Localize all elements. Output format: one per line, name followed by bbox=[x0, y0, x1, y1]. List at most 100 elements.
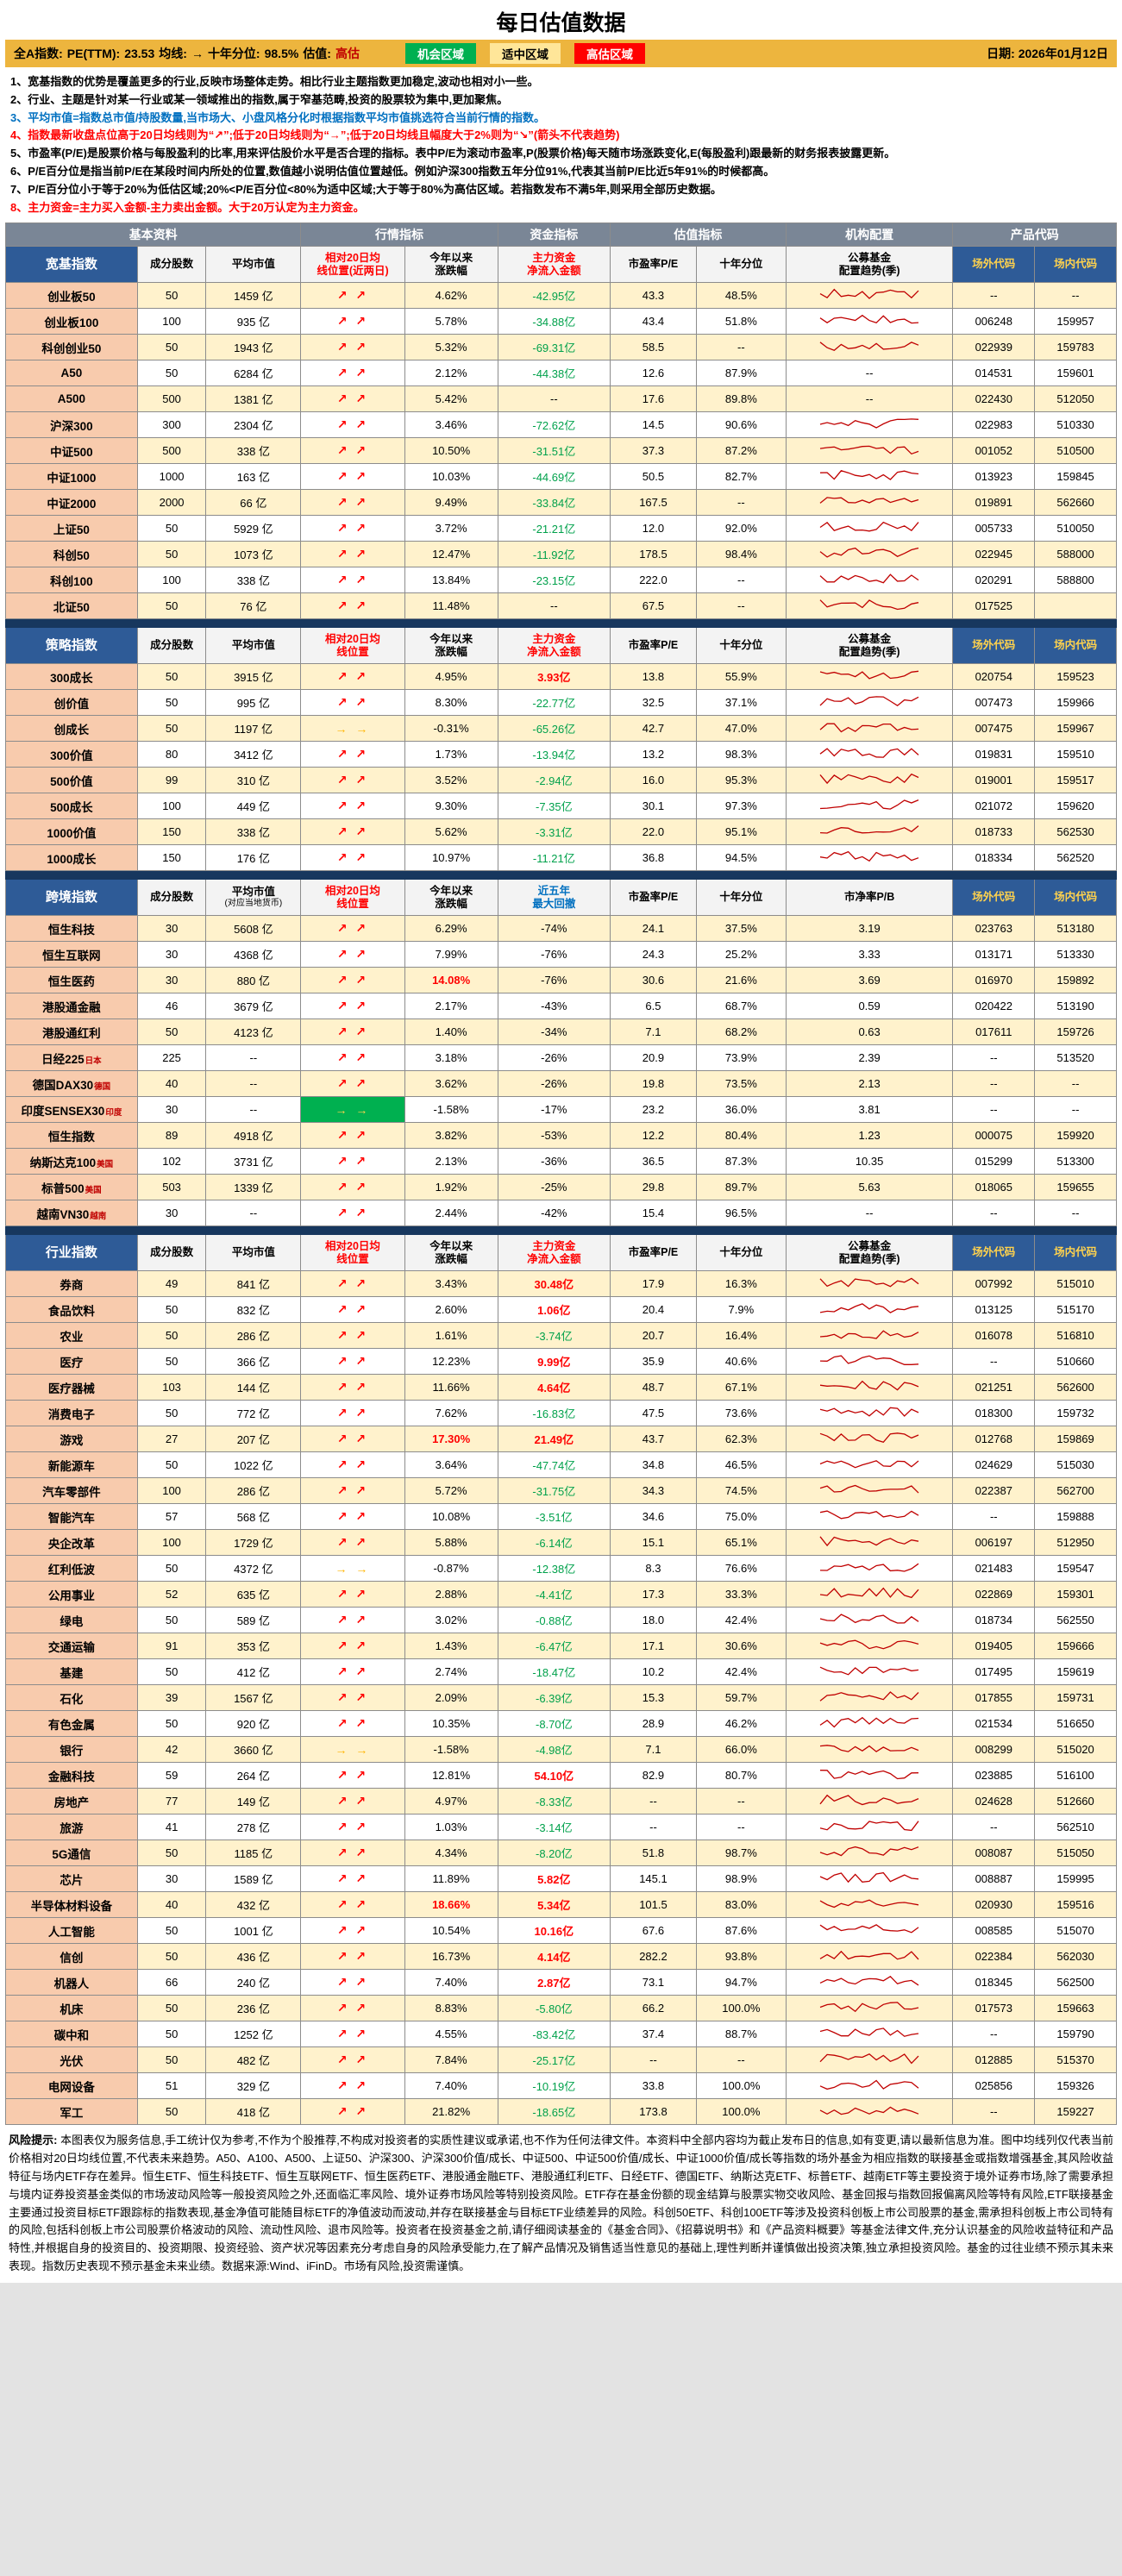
ten-year-percentile: 98.9% bbox=[695, 1865, 787, 1893]
column-header: 成分股数 bbox=[136, 627, 207, 665]
exchange-code: 515010 bbox=[1034, 1270, 1117, 1298]
constituent-count: 50 bbox=[136, 515, 207, 542]
avg-market-cap: 366 亿 bbox=[205, 1348, 302, 1376]
ten-year-percentile: 80.4% bbox=[695, 1122, 787, 1150]
trend-sparkline bbox=[820, 851, 919, 862]
ten-year-percentile: 83.0% bbox=[695, 1891, 787, 1919]
column-header: 场外代码 bbox=[952, 627, 1036, 665]
pe-ratio: 36.8 bbox=[610, 844, 697, 872]
pe-ratio: 15.1 bbox=[610, 1529, 697, 1557]
ma-position-arrows: ↗ ↗ bbox=[300, 741, 405, 768]
constituent-count: 39 bbox=[136, 1684, 207, 1712]
otc-code: -- bbox=[952, 1070, 1036, 1098]
table-row: 恒生互联网 30 4368 亿 ↗ ↗ 7.99% -76% 24.3 25.2% 3.33 01… bbox=[5, 941, 1117, 968]
risk-disclaimer: 风险提示: 本图表仅为服务信息,手工统计仅为参考,不作为个股推荐,不构成对投资者… bbox=[9, 2132, 1113, 2275]
table-row: 金融科技 59 264 亿 ↗ ↗ 12.81% 54.10亿 82.9 80.7% 02388… bbox=[5, 1762, 1117, 1789]
date-label: 日期: bbox=[987, 47, 1015, 60]
otc-code: 025856 bbox=[952, 2072, 1036, 2100]
constituent-count: 500 bbox=[136, 385, 207, 413]
index-name: 半导体材料设备 bbox=[5, 1891, 138, 1919]
constituent-count: 225 bbox=[136, 1044, 207, 1072]
avg-market-cap: 1729 亿 bbox=[205, 1529, 302, 1557]
constituent-count: 50 bbox=[136, 2098, 207, 2126]
fund-allocation-trend bbox=[785, 489, 954, 517]
ten-year-percentile: 68.2% bbox=[695, 1018, 787, 1046]
main-capital-flow: -13.94亿 bbox=[497, 741, 611, 768]
main-capital-flow: -6.47亿 bbox=[497, 1633, 611, 1660]
exchange-code: 159957 bbox=[1034, 308, 1117, 335]
column-header: 今年以来 涨跌幅 bbox=[404, 879, 498, 917]
trend-sparkline bbox=[819, 723, 919, 733]
pe-ratio: 32.5 bbox=[610, 689, 697, 717]
constituent-count: 80 bbox=[136, 741, 207, 768]
fund-allocation-trend bbox=[785, 1503, 954, 1531]
main-capital-flow: -11.92亿 bbox=[497, 541, 611, 568]
table-row: 芯片 30 1589 亿 ↗ ↗ 11.89% 5.82亿 145.1 98.9% 008887… bbox=[5, 1865, 1117, 1893]
constituent-count: 103 bbox=[136, 1374, 207, 1401]
index-name: 银行 bbox=[5, 1736, 138, 1764]
main-capital-flow: -7.35亿 bbox=[497, 793, 611, 820]
otc-code: 019831 bbox=[952, 741, 1036, 768]
fund-allocation-trend bbox=[785, 1969, 954, 1996]
index-name: 标普500美国 bbox=[5, 1174, 138, 1201]
trend-sparkline bbox=[819, 1795, 919, 1806]
ytd-change: 1.40% bbox=[404, 1018, 498, 1046]
table-row: A50 50 6284 亿 ↗ ↗ 2.12% -44.38亿 12.6 87.9% -- 014… bbox=[5, 360, 1117, 387]
avg-market-cap: 5929 亿 bbox=[205, 515, 302, 542]
constituent-count: 30 bbox=[136, 967, 207, 994]
ten-year-percentile: -- bbox=[695, 1814, 787, 1841]
pe-ratio: 18.0 bbox=[610, 1607, 697, 1634]
fund-allocation-trend bbox=[785, 1943, 954, 1971]
pe-ratio: 20.9 bbox=[610, 1044, 697, 1072]
index-name: 人工智能 bbox=[5, 1917, 138, 1945]
table-row: 半导体材料设备 40 432 亿 ↗ ↗ 18.66% 5.34亿 101.5 83.0% 02… bbox=[5, 1891, 1117, 1919]
main-capital-flow: -8.70亿 bbox=[497, 1710, 611, 1738]
avg-market-cap: 568 亿 bbox=[205, 1503, 302, 1531]
otc-code: 007992 bbox=[952, 1270, 1036, 1298]
ten-year-percentile: 68.7% bbox=[695, 993, 787, 1020]
trend-sparkline bbox=[820, 825, 919, 835]
otc-code: 022939 bbox=[952, 334, 1036, 361]
main-capital-flow: -3.31亿 bbox=[497, 818, 611, 846]
constituent-count: 50 bbox=[136, 1917, 207, 1945]
pe-ratio: 13.2 bbox=[610, 741, 697, 768]
main-capital-flow: 9.99亿 bbox=[497, 1348, 611, 1376]
avg-market-cap: 338 亿 bbox=[205, 567, 302, 594]
table-row: 科创50 50 1073 亿 ↗ ↗ 12.47% -11.92亿 178.5 98.4% 02… bbox=[5, 541, 1117, 568]
pe-ratio: 43.4 bbox=[610, 308, 697, 335]
trend-sparkline bbox=[819, 418, 919, 429]
section-separator bbox=[5, 1225, 1117, 1236]
ma-position-arrows: ↗ ↗ bbox=[300, 1633, 405, 1660]
fund-allocation-trend bbox=[785, 1762, 954, 1789]
exchange-code: 513180 bbox=[1034, 915, 1117, 943]
main-capital-flow: 10.16亿 bbox=[497, 1917, 611, 1945]
index-name: 德国DAX30德国 bbox=[5, 1070, 138, 1098]
index-name: 消费电子 bbox=[5, 1400, 138, 1427]
avg-market-cap: 3412 亿 bbox=[205, 741, 302, 768]
otc-code: -- bbox=[952, 1200, 1036, 1227]
index-name: 央企改革 bbox=[5, 1529, 138, 1557]
ma-position-arrows: ↗ ↗ bbox=[300, 1814, 405, 1841]
table-row: 智能汽车 57 568 亿 ↗ ↗ 10.08% -3.51亿 34.6 75.0% -- 159… bbox=[5, 1503, 1117, 1531]
pe-ratio: 67.6 bbox=[610, 1917, 697, 1945]
fund-allocation-trend bbox=[785, 515, 954, 542]
avg-market-cap: 920 亿 bbox=[205, 1710, 302, 1738]
fund-allocation-trend bbox=[785, 1555, 954, 1583]
ma-position-arrows: ↗ ↗ bbox=[300, 592, 405, 620]
pe-ratio: 17.9 bbox=[610, 1270, 697, 1298]
section-separator bbox=[5, 870, 1117, 881]
constituent-count: 30 bbox=[136, 915, 207, 943]
trend-sparkline bbox=[820, 1564, 919, 1573]
ytd-change: 14.08% bbox=[404, 967, 498, 994]
trend-sparkline bbox=[819, 696, 919, 707]
otc-code: 023885 bbox=[952, 1762, 1036, 1789]
fund-allocation-trend bbox=[785, 1581, 954, 1608]
ma-position-arrows: ↗ ↗ bbox=[300, 1995, 405, 2022]
trend-sparkline bbox=[819, 1691, 919, 1702]
pe-ratio: 17.1 bbox=[610, 1633, 697, 1660]
trend-sparkline bbox=[819, 1485, 919, 1494]
pb-ratio: 2.39 bbox=[785, 1044, 954, 1072]
ten-year-percentile: 87.6% bbox=[695, 1917, 787, 1945]
column-header: 成分股数 bbox=[136, 879, 207, 917]
avg-market-cap: 76 亿 bbox=[205, 592, 302, 620]
